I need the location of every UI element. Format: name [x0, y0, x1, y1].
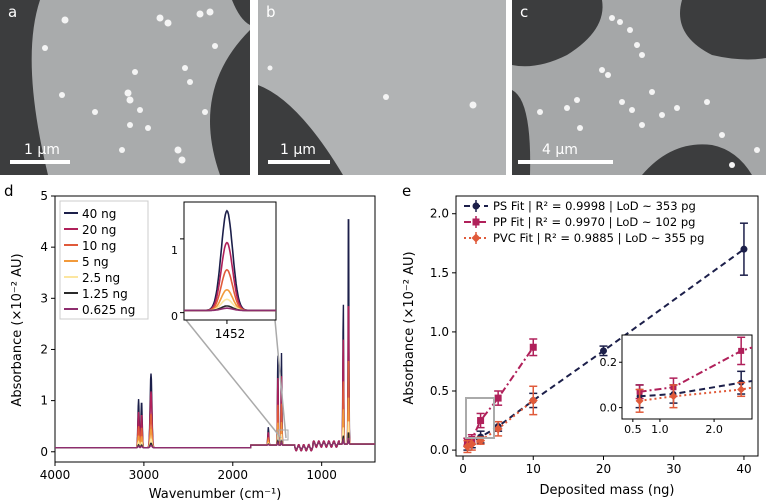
data-point [472, 202, 480, 210]
data-point [528, 395, 538, 405]
legend-label: 0.625 ng [82, 303, 135, 317]
calibration-ytick-label: 1.0 [430, 325, 449, 339]
spectra-x-axis-label: Wavenumber (cm⁻¹) [149, 487, 282, 502]
inset-ytick-label: 0.0 [600, 402, 618, 415]
calibration-ytick-label: 1.5 [430, 266, 449, 280]
inset-xtick-1452: 1452 [215, 327, 246, 341]
calibration-xtick-label: 0 [459, 462, 467, 476]
scalebar-label-c: 4 μm [542, 142, 578, 158]
panel-label-a: a [8, 3, 17, 21]
spectra-xtick-label: 4000 [40, 468, 71, 482]
spectra-ytick-label: 2 [40, 342, 48, 356]
spectra-xtick-label: 3000 [129, 468, 160, 482]
calibration-ytick-label: 0.0 [430, 443, 449, 457]
data-point [740, 245, 748, 253]
spectra-xtick-label: 2000 [218, 468, 249, 482]
panel-label-b: b [266, 3, 276, 21]
panel-label-c: c [520, 3, 528, 21]
data-point [738, 347, 745, 354]
legend-label: 1.25 ng [82, 287, 128, 301]
spectra-y-axis-label: Absorbance (×10⁻² AU) [10, 253, 25, 406]
spectra-ytick-label: 3 [40, 291, 48, 305]
data-point [599, 347, 607, 355]
data-point [477, 417, 485, 425]
spectra-ytick-label: 5 [40, 189, 48, 203]
spectra-xtick-label: 1000 [306, 468, 337, 482]
sem-image-c: c 4 μm [512, 0, 766, 175]
legend-label: 2.5 ng [82, 271, 120, 285]
spectra-ytick-label: 1 [40, 394, 48, 408]
calibration-ytick-label: 0.5 [430, 384, 449, 398]
calibration-ytick-label: 2.0 [430, 207, 449, 221]
sem-image-b: b 1 μm [258, 0, 506, 175]
calibration-inset [621, 334, 753, 420]
legend-label: 40 ng [82, 207, 116, 221]
legend-label: 10 ng [82, 239, 116, 253]
calibration-xtick-label: 10 [526, 462, 541, 476]
inset-ytick-label: 0.2 [600, 356, 618, 369]
legend-label: 20 ng [82, 223, 116, 237]
data-point [494, 394, 502, 402]
panel-label-e: e [402, 182, 411, 200]
scalebar-label-a: 1 μm [24, 142, 60, 158]
data-point [493, 424, 503, 434]
panel-label-d: d [4, 182, 14, 200]
legend-label: 5 ng [82, 255, 109, 269]
spectra-ytick-label: 0 [40, 445, 48, 459]
data-point [737, 385, 746, 394]
spectra-ytick-label: 4 [40, 240, 48, 254]
inset-xtick-label: 1.0 [651, 423, 669, 436]
inset-ytick-0: 0 [171, 310, 178, 323]
inset-xtick-label: 0.5 [624, 423, 642, 436]
legend-label: PS Fit | R² = 0.9998 | LoD ~ 353 pg [493, 199, 696, 213]
calibration-xtick-label: 40 [736, 462, 751, 476]
data-point [669, 392, 678, 401]
panel-d-spectra-chart: d 0 1 2 3 4 5 4000 3000 2000 1000 Wavenumber (cm… [4, 182, 376, 502]
inset-ytick-1: 1 [171, 244, 178, 257]
data-point [529, 343, 537, 351]
data-point [472, 218, 480, 226]
inset-spectrum-line-6 [184, 307, 276, 312]
data-point [635, 396, 644, 405]
calibration-y-axis-label: Absorbance (×10⁻² AU) [402, 251, 417, 404]
scalebar-label-b: 1 μm [280, 142, 316, 158]
legend-label: PVC Fit | R² = 0.9885 | LoD ~ 355 pg [493, 231, 704, 245]
calibration-xtick-label: 30 [666, 462, 681, 476]
series-line-2 [466, 399, 534, 448]
legend-label: PP Fit | R² = 0.9970 | LoD ~ 102 pg [493, 215, 695, 229]
data-point [471, 233, 481, 243]
spectrum-line-6 [55, 437, 375, 450]
panel-e-calibration-chart: e 0.0 0.5 1.0 1.5 2.0 0 10 20 30 40 Deposited mas… [402, 182, 759, 498]
calibration-x-axis-label: Deposited mass (ng) [539, 483, 674, 498]
calibration-xtick-label: 20 [596, 462, 611, 476]
inset-xtick-label: 2.0 [705, 423, 723, 436]
sem-image-a: a 1 μm [0, 0, 250, 175]
data-point [467, 439, 477, 449]
